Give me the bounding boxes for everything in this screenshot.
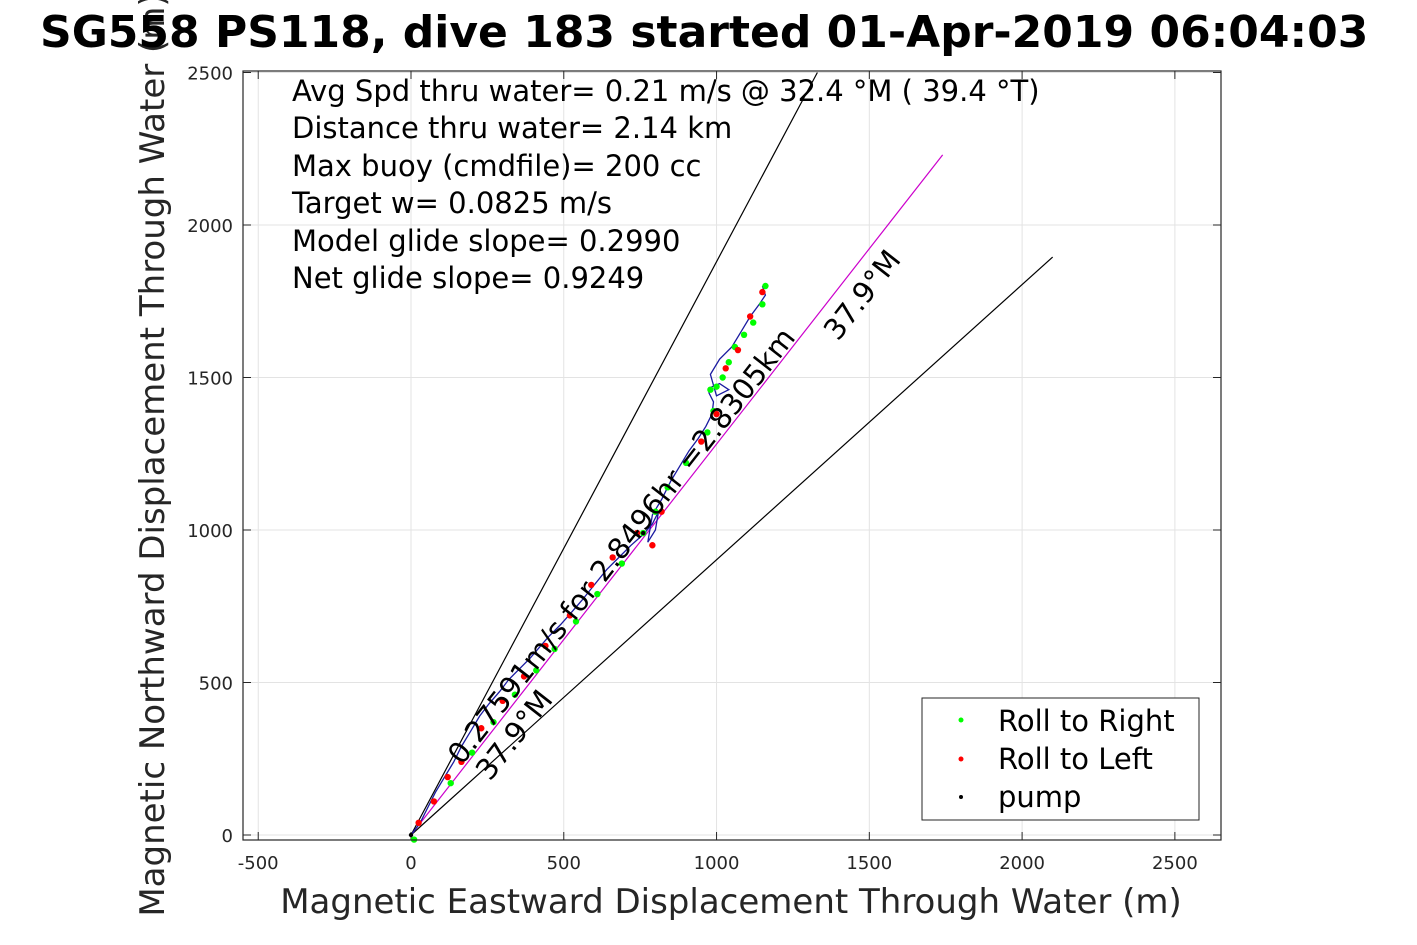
roll-left-marker	[566, 612, 574, 619]
track-series-line	[410, 285, 767, 836]
pump-marker	[408, 832, 414, 838]
pump-marker	[641, 530, 646, 536]
roll-left-marker	[658, 508, 665, 515]
roll-right-marker	[740, 331, 748, 338]
series-group	[410, 285, 767, 836]
roll-right-marker	[704, 429, 711, 436]
roll-right-marker	[719, 374, 726, 381]
axis-ticks: -500 0 500 1000 1500 2000 25000500100015002000…	[187, 64, 1221, 874]
roll-right-marker	[750, 319, 757, 326]
roll-left-marker	[649, 542, 656, 549]
reference-line	[410, 72, 818, 836]
roll-right-marker	[762, 282, 769, 290]
roll-left-marker	[698, 438, 705, 445]
roll-right-marker	[511, 691, 519, 698]
stats-box: Avg Spd thru water= 0.21 m/s @ 32.4 °M (…	[291, 74, 1040, 295]
roll-right-marker	[725, 359, 732, 366]
roll-left-marker	[458, 758, 465, 765]
legend-box	[921, 697, 1200, 821]
roll-left-marker	[415, 819, 422, 826]
legend-label-roll-left: Roll to Left	[998, 742, 1153, 776]
roll-right-marker	[707, 386, 714, 393]
x-tick-label: 0	[405, 853, 416, 874]
roll-left-marker	[430, 798, 438, 805]
x-axis-label: Magnetic Eastward Displacement Through W…	[280, 882, 1182, 922]
reference-line	[410, 154, 944, 836]
roll-left-marker	[609, 554, 616, 561]
stat-line-1: Avg Spd thru water= 0.21 m/s @ 32.4 °M (…	[292, 74, 1040, 108]
y-tick-label: 2000	[187, 216, 233, 237]
roll-right-marker	[713, 383, 720, 390]
roll-right-marker	[652, 508, 659, 515]
x-tick-label: 2500	[1152, 853, 1198, 874]
legend-marker-roll-left	[958, 756, 964, 762]
roll-left-marker	[633, 529, 641, 537]
roll-left-marker	[722, 365, 729, 372]
y-tick-label: 1500	[187, 369, 233, 390]
stat-line-6: Net glide slope= 0.9249	[292, 261, 644, 295]
legend-label-pump: pump	[998, 780, 1081, 814]
roll-right-marker	[682, 459, 690, 467]
reference-lines	[410, 72, 1054, 836]
roll-left-marker	[734, 346, 742, 354]
roll-left-marker	[542, 642, 549, 650]
y-tick-label: 500	[199, 674, 233, 695]
y-axis-label: Magnetic Northward Displacement Through …	[133, 0, 173, 917]
legend-marker-pump	[959, 795, 963, 799]
roll-right-marker	[759, 301, 766, 308]
roll-right-marker	[594, 590, 601, 598]
roll-left-marker	[478, 725, 485, 732]
stat-line-4: Target w= 0.0825 m/s	[291, 186, 612, 220]
roll-right-marker	[664, 484, 671, 491]
x-tick-label: 1000	[694, 853, 740, 874]
legend-label-roll-right: Roll to Right	[998, 704, 1175, 738]
roll-right-marker	[468, 749, 476, 756]
roll-right-marker	[490, 718, 497, 726]
roll-right-marker	[533, 667, 540, 674]
x-tick-label: -500	[238, 853, 279, 874]
roll-right-marker	[618, 560, 626, 567]
stat-line-5: Model glide slope= 0.2990	[292, 224, 680, 258]
roll-left-marker	[713, 410, 720, 418]
x-tick-label: 500	[547, 853, 581, 874]
x-tick-label: 2000	[999, 853, 1045, 874]
stat-line-3: Max buoy (cmdfile)= 200 cc	[292, 149, 701, 183]
stat-line-2: Distance thru water= 2.14 km	[292, 111, 732, 145]
roll-left-marker	[520, 673, 528, 680]
roll-left-marker	[499, 697, 506, 704]
legend-marker-roll-right	[958, 717, 964, 723]
roll-left-marker	[588, 581, 595, 589]
reference-line	[410, 256, 1054, 836]
y-tick-label: 1000	[187, 521, 233, 542]
roll-right-marker	[447, 779, 454, 787]
x-tick-label: 1500	[846, 853, 892, 874]
marker-group	[408, 282, 769, 843]
grid	[243, 71, 1221, 840]
roll-left-marker	[746, 313, 754, 320]
y-tick-label: 2500	[187, 64, 233, 85]
roll-right-marker	[551, 645, 558, 653]
chart-title: SG558 PS118, dive 183 started 01-Apr-201…	[40, 7, 1368, 58]
roll-right-marker	[572, 618, 580, 625]
roll-left-marker	[444, 773, 451, 781]
roll-left-marker	[759, 288, 766, 296]
legend: Roll to Right Roll to Left pump	[921, 697, 1200, 821]
plot-frame	[242, 70, 1222, 841]
y-tick-label: 0	[222, 826, 233, 847]
